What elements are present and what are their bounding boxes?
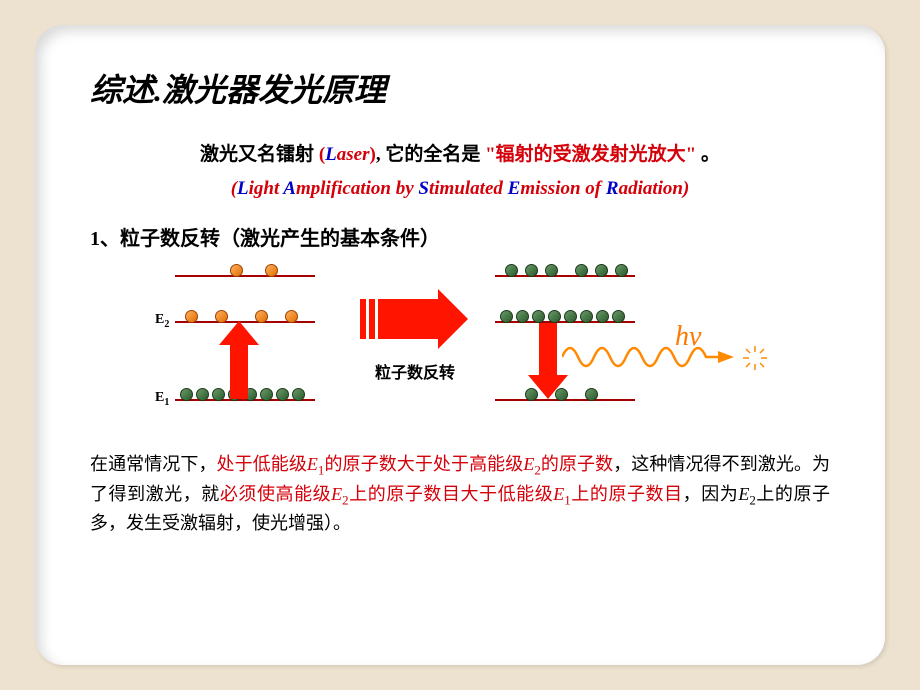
dot-orange bbox=[230, 264, 243, 277]
br5: 上的原子数目大于低能级 bbox=[349, 484, 554, 504]
dot-green bbox=[615, 264, 628, 277]
acr-stim: timulated bbox=[429, 178, 508, 199]
dot-green bbox=[516, 310, 529, 323]
acr-emis: mission of bbox=[520, 178, 606, 199]
acr-rad: adiation bbox=[619, 178, 683, 199]
acr-amp: mplification by bbox=[296, 178, 418, 199]
dot-green bbox=[276, 388, 289, 401]
slide-title: 综述.激光器发光原理 bbox=[90, 65, 830, 111]
dot-green bbox=[180, 388, 193, 401]
inversion-label: 粒子数反转 bbox=[375, 359, 455, 383]
bt1: 在通常情况下， bbox=[90, 454, 217, 474]
br2: 的原子数大于处于高能级 bbox=[324, 454, 523, 474]
be2: E bbox=[523, 454, 534, 474]
dot-orange bbox=[265, 264, 278, 277]
bt3: ，因为 bbox=[683, 484, 739, 504]
dot-green bbox=[585, 388, 598, 401]
acr-R: R bbox=[606, 178, 619, 199]
acronym-line: (Light Amplification by Stimulated Emiss… bbox=[90, 178, 830, 200]
intro-part1: 激光又名镭射 bbox=[200, 144, 319, 165]
intro-part2: , 它的全名是 bbox=[376, 144, 485, 165]
dot-green bbox=[196, 388, 209, 401]
acr-E: E bbox=[508, 178, 521, 199]
br3: 的原子数 bbox=[541, 454, 613, 474]
be4: E bbox=[553, 484, 564, 504]
acr-S: S bbox=[418, 178, 429, 199]
br6: 上的原子数目 bbox=[571, 484, 683, 504]
acr-L: L bbox=[237, 178, 249, 199]
dot-green bbox=[532, 310, 545, 323]
section-heading: 1、粒子数反转（激光产生的基本条件） bbox=[90, 222, 830, 251]
br4: 必须使高能级 bbox=[220, 484, 331, 504]
explanation-text: 在通常情况下，处于低能级E1的原子数大于处于高能级E2的原子数，这种情况得不到激… bbox=[90, 451, 830, 538]
dot-green bbox=[525, 264, 538, 277]
dot-green bbox=[260, 388, 273, 401]
dot-green bbox=[292, 388, 305, 401]
right-level-top bbox=[495, 275, 635, 277]
acr-light: ight bbox=[249, 178, 284, 199]
br1: 处于低能级 bbox=[217, 454, 307, 474]
intro-line-1: 激光又名镭射 (Laser), 它的全名是 "辐射的受激发射光放大" 。 bbox=[90, 139, 830, 166]
dot-green bbox=[212, 388, 225, 401]
dot-green bbox=[505, 264, 518, 277]
left-level-top bbox=[175, 275, 315, 277]
energy-diagram: E2 E1 粒子数反转 bbox=[130, 263, 790, 433]
dot-green bbox=[500, 310, 513, 323]
dot-orange bbox=[285, 310, 298, 323]
spark-icon bbox=[740, 343, 770, 373]
hv-label: hν bbox=[675, 321, 701, 353]
laser-rest: aser bbox=[337, 144, 370, 165]
paren-close: ) bbox=[683, 178, 689, 199]
intro-quote: "辐射的受激发射光放大" bbox=[485, 144, 696, 165]
dot-green bbox=[612, 310, 625, 323]
dot-green bbox=[580, 310, 593, 323]
dot-green bbox=[595, 264, 608, 277]
label-e1: E1 bbox=[155, 390, 169, 408]
dot-green bbox=[575, 264, 588, 277]
slide-card: 综述.激光器发光原理 激光又名镭射 (Laser), 它的全名是 "辐射的受激发… bbox=[35, 25, 885, 665]
intro-part3: 。 bbox=[696, 144, 720, 165]
acr-A: A bbox=[283, 178, 296, 199]
dot-green bbox=[564, 310, 577, 323]
label-e2: E2 bbox=[155, 312, 169, 330]
be1: E bbox=[307, 454, 318, 474]
be5: E bbox=[738, 484, 749, 504]
be3: E bbox=[331, 484, 342, 504]
photon-wave bbox=[562, 337, 762, 377]
dot-green bbox=[545, 264, 558, 277]
dot-green bbox=[596, 310, 609, 323]
laser-L: L bbox=[325, 144, 337, 165]
dot-green bbox=[548, 310, 561, 323]
dot-orange bbox=[185, 310, 198, 323]
